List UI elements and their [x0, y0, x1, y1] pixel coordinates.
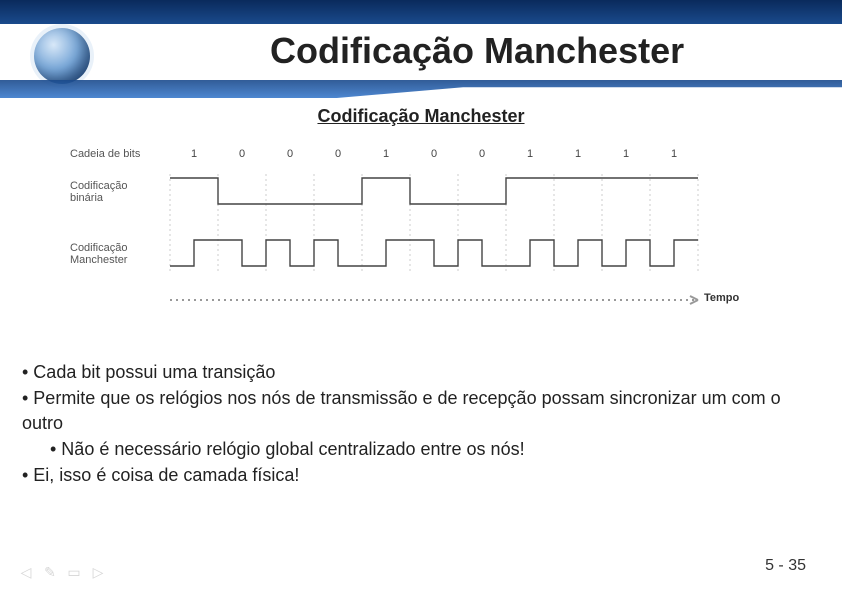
nav-fwd-icon[interactable]: ▷ [90, 565, 106, 579]
time-axis-label: Tempo [704, 292, 739, 304]
nav-controls: ◁ ✎ ▭ ▷ [18, 565, 106, 579]
header-band [0, 0, 842, 24]
header-swoosh [0, 80, 842, 98]
page-number: 5 - 35 [765, 557, 806, 575]
slide-title: Codificação Manchester [270, 30, 684, 72]
nav-back-icon[interactable]: ◁ [18, 565, 34, 579]
bullet-item: • Não é necessário relógio global centra… [50, 437, 820, 461]
slide-subtitle: Codificação Manchester [0, 106, 842, 127]
nav-menu-icon[interactable]: ▭ [66, 565, 82, 579]
globe-logo [34, 28, 90, 84]
bullet-item: • Ei, isso é coisa de camada física! [22, 463, 820, 487]
bullet-item: • Cada bit possui uma transição [22, 360, 820, 384]
encoding-diagram: Cadeia de bitsCodificaçãobináriaCodifica… [70, 140, 770, 340]
bullet-item: • Permite que os relógios nos nós de tra… [22, 386, 820, 435]
bullet-list: • Cada bit possui uma transição• Permite… [22, 360, 820, 489]
nav-pen-icon[interactable]: ✎ [42, 565, 58, 579]
